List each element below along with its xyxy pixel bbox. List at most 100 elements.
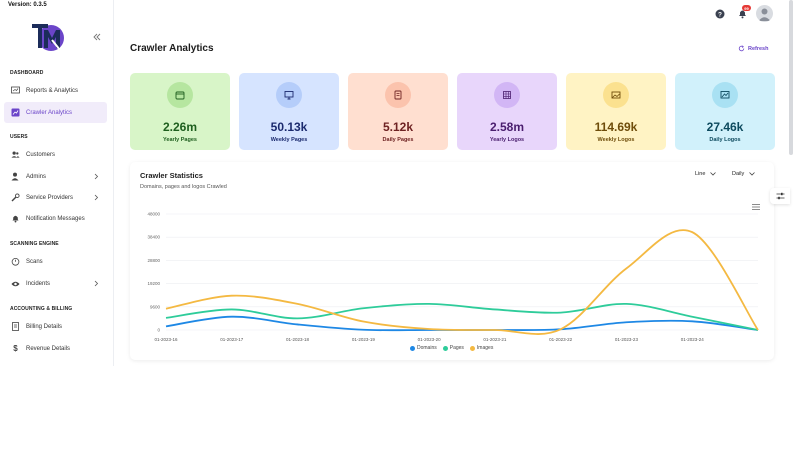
photo-icon: [720, 91, 730, 99]
chart-type-select[interactable]: Line: [695, 171, 717, 177]
y-tick-label: 28800: [147, 258, 160, 263]
bell-icon: [11, 214, 20, 223]
stat-card-daily-pages: 5.12k Daily Pages: [348, 73, 448, 150]
page-scrollbar[interactable]: [789, 0, 793, 155]
sidebar-item-scans[interactable]: Scans: [4, 251, 107, 272]
tm-logo: [32, 24, 64, 51]
chevron-down-icon: [749, 172, 756, 176]
admin-icon: [11, 172, 20, 181]
crawler-statistics-panel: Crawler Statistics Domains, pages and lo…: [130, 162, 774, 360]
x-tick-label: 01-2023-19: [352, 337, 376, 342]
x-tick-label: 01-2023-17: [220, 337, 244, 342]
section-title-dashboard: DASHBOARD: [10, 70, 44, 76]
y-tick-label: 48000: [147, 212, 160, 217]
eye-icon: [11, 279, 20, 288]
stat-value: 27.46k: [706, 120, 744, 134]
legend-marker: [469, 345, 475, 351]
stat-value: 50.13k: [270, 120, 308, 134]
sidebar-item-service-providers[interactable]: Service Providers: [4, 187, 107, 208]
stat-label: Yearly Pages: [163, 137, 197, 143]
collapse-sidebar-icon[interactable]: [91, 31, 103, 43]
svg-text:?: ?: [718, 11, 722, 18]
refresh-button[interactable]: Refresh: [738, 45, 768, 52]
settings-drawer-toggle[interactable]: [770, 188, 790, 204]
chart-legend: Domains Pages Images: [410, 345, 499, 351]
sliders-icon: [776, 192, 784, 200]
stat-label: Daily Logos: [709, 137, 741, 143]
stat-icon-circle: [712, 82, 738, 108]
sidebar-item-label: Customers: [26, 151, 56, 158]
legend-label: Pages: [449, 345, 464, 351]
page-title: Crawler Analytics: [130, 43, 214, 54]
x-tick-label: 01-2023-23: [615, 337, 639, 342]
chart-menu-icon[interactable]: [752, 204, 760, 210]
user-avatar[interactable]: [756, 5, 773, 22]
sidebar-item-reports-analytics[interactable]: Reports & Analytics: [4, 80, 107, 101]
help-icon[interactable]: ?: [715, 9, 725, 19]
y-tick-label: 0: [157, 328, 160, 333]
image-icon: [611, 91, 621, 99]
sidebar-item-incidents[interactable]: Incidents: [4, 273, 107, 294]
legend-label: Domains: [417, 345, 437, 351]
sidebar-item-label: Reports & Analytics: [26, 87, 79, 94]
period-select[interactable]: Daily: [732, 171, 756, 177]
sidebar-item-revenue-details[interactable]: $ Revenue Details: [4, 338, 107, 359]
chart-icon: [11, 108, 20, 117]
sidebar-item-crawler-analytics[interactable]: Crawler Analytics: [4, 102, 107, 123]
panel-subtitle: Domains, pages and logos Crawled: [140, 184, 227, 190]
chevron-right-icon: [94, 280, 99, 287]
sidebar-item-label: Billing Details: [26, 323, 63, 330]
stat-value: 2.58m: [489, 120, 525, 134]
monitor-icon: [284, 91, 294, 100]
stat-icon-circle: [494, 82, 520, 108]
period-value: Daily: [732, 171, 745, 177]
legend-item-pages[interactable]: Pages: [442, 345, 464, 351]
sidebar-item-notification-messages[interactable]: Notification Messages: [4, 208, 107, 229]
stat-label: Daily Pages: [382, 137, 414, 143]
x-tick-label: 01-2023-21: [483, 337, 507, 342]
sidebar-item-label: Scans: [26, 258, 43, 265]
sidebar-item-label: Revenue Details: [26, 345, 71, 352]
refresh-label: Refresh: [748, 45, 769, 52]
legend-item-images[interactable]: Images: [469, 345, 493, 351]
timer-icon: [11, 257, 20, 266]
panel-title: Crawler Statistics: [140, 171, 203, 180]
stat-card-yearly-pages: 2.26m Yearly Pages: [130, 73, 230, 150]
crawler-line-chart: 0 9600 19200 28800 38400 48000 01-2023-16 01-20…: [147, 212, 759, 342]
sidebar-item-label: Service Providers: [26, 194, 74, 201]
sidebar-item-label: Admins: [26, 173, 47, 180]
stat-card-weekly-logos: 114.69k Weekly Logos: [566, 73, 666, 150]
x-tick-label: 01-2023-18: [286, 337, 310, 342]
sidebar-item-customers[interactable]: Customers: [4, 144, 107, 165]
sidebar-item-admins[interactable]: Admins: [4, 166, 107, 187]
section-title-scanning-engine: SCANNING ENGINE: [10, 241, 59, 247]
stat-card-weekly-pages: 50.13k Weekly Pages: [239, 73, 339, 150]
y-tick-label: 9600: [150, 304, 161, 309]
sidebar-item-label: Crawler Analytics: [26, 109, 73, 116]
stat-icon-circle: [167, 82, 193, 108]
x-tick-label: 01-2023-22: [549, 337, 573, 342]
series-line-pages: [165, 302, 759, 331]
stat-icon-circle: [276, 82, 302, 108]
receipt-icon: [11, 322, 20, 331]
chevron-right-icon: [94, 173, 99, 180]
y-tick-label: 38400: [147, 235, 160, 240]
dollar-icon: $: [13, 344, 18, 353]
stat-card-yearly-logos: 2.58m Yearly Logos: [457, 73, 557, 150]
chart-type-value: Line: [695, 171, 706, 177]
series-line-domains: [165, 315, 759, 332]
sidebar-item-billing-details[interactable]: Billing Details: [4, 316, 107, 337]
section-title-accounting-billing: ACCOUNTING & BILLING: [10, 306, 73, 312]
version-label: Version: 0.3.5: [8, 2, 47, 8]
stat-value: 2.26m: [162, 120, 198, 134]
legend-marker: [410, 345, 415, 351]
sidebar: Version: 0.3.5 DASHBOARD Reports & Analy…: [0, 0, 114, 366]
legend-item-domains[interactable]: Domains: [410, 345, 437, 351]
stat-icon-circle: [603, 82, 629, 108]
user-icon: [758, 8, 771, 21]
x-tick-label: 01-2023-16: [154, 337, 178, 342]
y-tick-label: 19200: [147, 281, 160, 286]
notifications-bell-icon[interactable]: [737, 8, 748, 19]
x-tick-label: 01-2023-20: [418, 337, 442, 342]
